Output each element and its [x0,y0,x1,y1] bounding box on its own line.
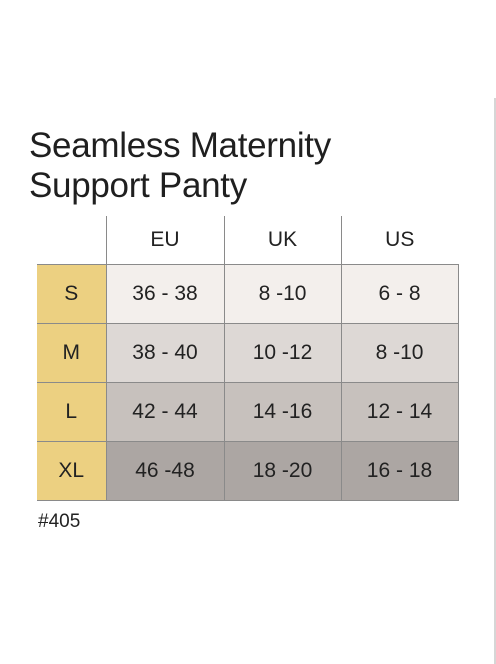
us-size-cell: 12 - 14 [340,382,459,442]
size-label-cell: L [37,382,107,442]
eu-size-cell: 42 - 44 [105,382,225,442]
table-row-xl: XL 46 -48 18 -20 16 - 18 [37,441,459,501]
table-row-s: S 36 - 38 8 -10 6 - 8 [37,264,459,324]
product-title: Seamless Maternity Support Panty [29,126,331,206]
us-size-cell: 6 - 8 [340,264,459,324]
size-label-cell: XL [37,441,107,501]
header-corner-cell [37,216,106,265]
table-header-row: EU UK US [37,216,458,265]
size-label-cell: S [37,264,107,324]
us-size-cell: 16 - 18 [340,441,459,501]
column-header-eu: EU [105,216,224,265]
right-edge-divider [494,98,496,664]
uk-size-cell: 18 -20 [223,441,342,501]
column-header-uk: UK [223,216,341,265]
uk-size-cell: 14 -16 [223,382,342,442]
us-size-cell: 8 -10 [340,323,459,383]
column-header-us: US [340,216,458,265]
eu-size-cell: 36 - 38 [105,264,225,324]
table-row-m: M 38 - 40 10 -12 8 -10 [37,323,459,383]
product-title-line-2: Support Panty [29,166,247,205]
eu-size-cell: 46 -48 [105,441,225,501]
uk-size-cell: 8 -10 [223,264,342,324]
eu-size-cell: 38 - 40 [105,323,225,383]
size-chart-table: EU UK US S 36 - 38 8 -10 6 - 8 M 38 - 40… [37,216,459,501]
uk-size-cell: 10 -12 [223,323,342,383]
table-row-l: L 42 - 44 14 -16 12 - 14 [37,382,459,442]
size-label-cell: M [37,323,107,383]
product-code: #405 [38,511,81,532]
product-title-line-1: Seamless Maternity [29,126,331,165]
